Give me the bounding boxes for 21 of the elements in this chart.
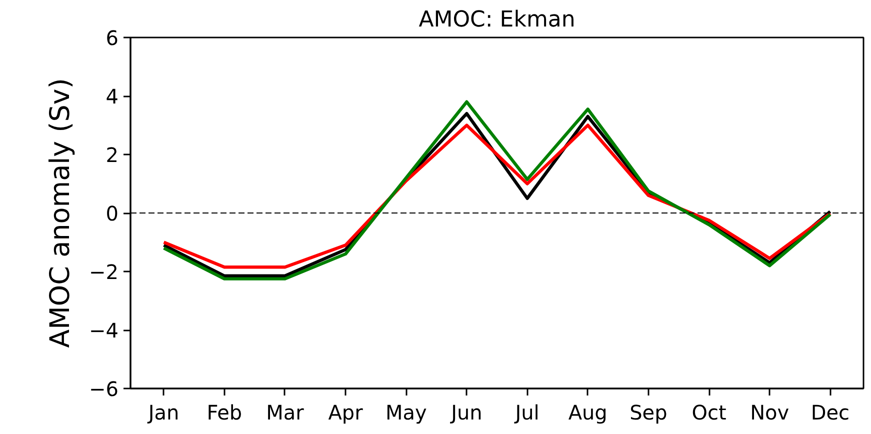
y-tick-label: −4 — [89, 318, 118, 342]
x-tick-label: Apr — [328, 400, 364, 424]
y-axis-title: AMOC anomaly (Sv) — [45, 78, 76, 348]
chart-title: AMOC: Ekman — [418, 8, 576, 32]
x-tick-label: Dec — [810, 400, 850, 424]
x-tick-label: May — [385, 400, 427, 424]
x-tick-label: Feb — [206, 400, 242, 424]
y-tick-label: −2 — [89, 260, 118, 284]
x-tick-label: Jul — [513, 400, 540, 424]
x-tick-label: Oct — [692, 400, 726, 424]
y-tick-label: −6 — [89, 377, 118, 401]
x-tick-label: Jan — [146, 400, 180, 424]
x-tick-label: Jun — [449, 400, 482, 424]
x-tick-label: Aug — [568, 400, 608, 424]
y-tick-label: 6 — [106, 26, 119, 50]
y-tick-label: 2 — [106, 143, 119, 167]
x-tick-label: Nov — [750, 400, 790, 424]
x-tick-label: Sep — [630, 400, 668, 424]
x-tick-label: Mar — [266, 400, 305, 424]
y-tick-label: 4 — [106, 84, 119, 108]
y-tick-label: 0 — [106, 202, 119, 226]
